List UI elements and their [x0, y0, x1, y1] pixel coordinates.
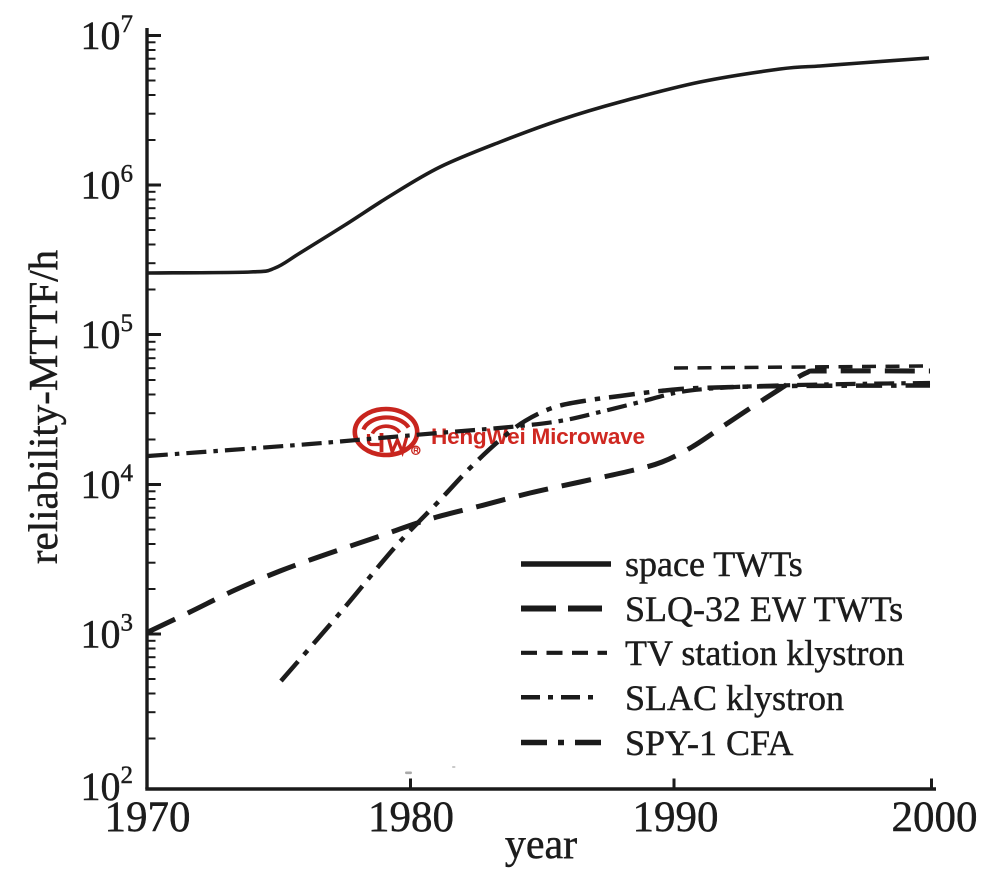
svg-text:1970: 1970	[105, 794, 191, 841]
svg-text:SLQ-32 EW TWTs: SLQ-32 EW TWTs	[625, 589, 903, 629]
svg-text:reliability-MTTF/h: reliability-MTTF/h	[20, 250, 66, 564]
svg-text:2000: 2000	[892, 794, 978, 841]
svg-text:SPY-1 CFA: SPY-1 CFA	[625, 723, 793, 763]
svg-text:year: year	[505, 822, 577, 868]
svg-text:TV station klystron: TV station klystron	[625, 633, 904, 673]
svg-text:1990: 1990	[633, 794, 719, 841]
svg-text:SLAC klystron: SLAC klystron	[625, 678, 844, 718]
svg-text:space TWTs: space TWTs	[625, 544, 803, 584]
svg-text:HengWei Microwave: HengWei Microwave	[431, 424, 645, 449]
svg-text:1980: 1980	[368, 794, 454, 841]
svg-text:106: 106	[81, 161, 134, 208]
